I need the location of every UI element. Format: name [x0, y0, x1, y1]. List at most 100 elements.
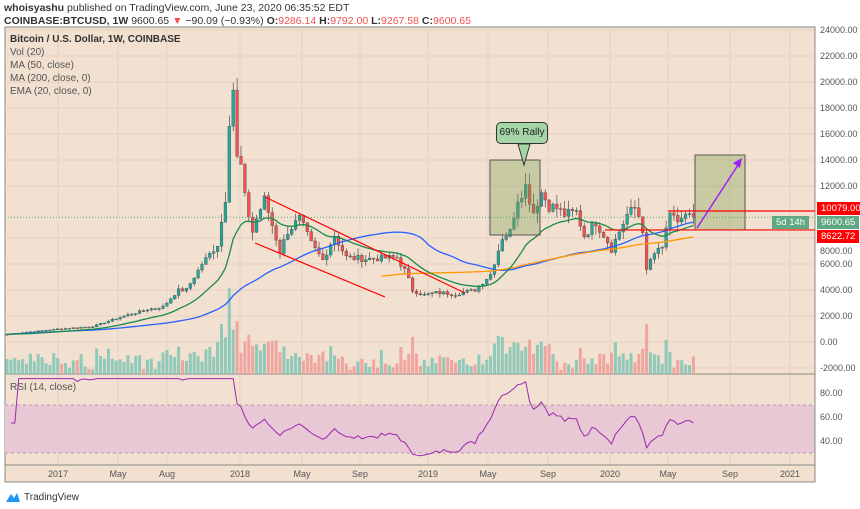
volume-bar	[391, 367, 395, 374]
volume-bar	[235, 321, 239, 374]
volume-bar	[450, 360, 454, 374]
volume-bar	[259, 350, 262, 374]
candle-body	[360, 255, 364, 263]
candle-body	[141, 310, 146, 312]
volume-bar	[64, 363, 67, 374]
candle-body	[219, 221, 224, 247]
volume-bar	[309, 354, 313, 374]
candle-body	[379, 254, 383, 262]
chart-legend: Bitcoin / U.S. Dollar, 1W, COINBASE Vol …	[10, 33, 181, 98]
candle-body	[216, 246, 220, 252]
volume-bar	[574, 360, 578, 374]
price-tick: -2000.00	[820, 363, 856, 373]
volume-bar	[430, 357, 434, 374]
candle-body	[71, 327, 75, 329]
volume-bar	[243, 341, 247, 374]
volume-bar	[528, 339, 532, 374]
candle-body	[282, 239, 286, 254]
time-tick: May	[109, 469, 127, 479]
volume-bar	[99, 355, 103, 374]
last-price: 9600.65	[131, 15, 170, 27]
volume-bar	[83, 366, 87, 374]
volume-bar	[340, 356, 344, 374]
candle-body	[465, 290, 469, 293]
volume-bar	[680, 360, 684, 374]
volume-bar	[40, 357, 44, 374]
candle-body	[450, 294, 454, 296]
candle-body	[266, 195, 270, 213]
price-tick: 14000.00	[820, 155, 858, 165]
price-tick: 12000.00	[820, 181, 858, 191]
time-tick: 2017	[47, 469, 69, 479]
volume-bar	[383, 363, 387, 374]
ema20-line	[6, 217, 694, 335]
volume-bar	[75, 360, 79, 374]
volume-bar	[586, 363, 590, 374]
candle-body	[177, 288, 181, 296]
candle-body	[44, 330, 48, 332]
candle-body	[149, 308, 153, 311]
candle-body	[169, 298, 173, 304]
volume-bar	[387, 365, 391, 374]
volume-bar	[688, 365, 691, 374]
volume-bar	[317, 354, 321, 374]
candle-body	[531, 204, 536, 214]
candle-body	[356, 255, 360, 260]
candle-body	[255, 218, 259, 233]
volume-bar	[106, 348, 110, 374]
volume-bar	[126, 355, 130, 374]
volume-bar	[411, 336, 415, 374]
volume-bar	[454, 362, 457, 374]
legend-ma50[interactable]: MA (50, close)	[10, 60, 74, 71]
volume-bar	[134, 355, 138, 374]
candle-body	[684, 213, 688, 219]
volume-bar	[629, 353, 633, 374]
volume-bar	[91, 369, 95, 374]
candle-body	[664, 227, 668, 248]
volume-bar	[442, 357, 446, 374]
candle-body	[204, 257, 208, 265]
author[interactable]: whoisyashu	[4, 2, 65, 14]
volume-bar	[672, 367, 676, 374]
candle-body	[438, 291, 442, 295]
candle-body	[99, 323, 103, 325]
candle-body	[278, 240, 282, 254]
tradingview-logo[interactable]: TradingView	[5, 491, 79, 503]
volume-bar	[610, 352, 613, 374]
time-tick: 2018	[229, 469, 251, 479]
volume-bar	[142, 369, 145, 374]
candle-body	[563, 208, 567, 217]
high-value: 9792.00	[330, 15, 369, 27]
candle-body	[348, 255, 352, 258]
volume-bar	[617, 356, 621, 374]
candle-body	[582, 225, 586, 238]
volume-bar	[21, 359, 25, 374]
candle-body	[535, 206, 539, 214]
candle-body	[586, 234, 590, 238]
candle-body	[375, 258, 380, 262]
volume-bar	[192, 351, 196, 374]
rsi-legend[interactable]: RSI (14, close)	[10, 382, 77, 393]
volume-bar	[255, 344, 259, 374]
volume-bar	[652, 354, 656, 374]
candle-body	[118, 317, 122, 320]
rally-callout[interactable]: 69% Rally	[496, 122, 548, 144]
candle-body	[231, 89, 235, 127]
volume-bar	[395, 363, 399, 374]
volume-bar	[516, 342, 520, 374]
candle-body	[161, 306, 165, 309]
candle-body	[555, 203, 559, 209]
candle-body	[372, 257, 376, 260]
candle-body	[75, 327, 79, 329]
candle-body	[87, 326, 91, 329]
legend-ema20[interactable]: EMA (20, close, 0)	[10, 86, 92, 97]
candle-body	[602, 232, 606, 238]
candle-body	[56, 328, 60, 331]
volume-bar	[270, 340, 274, 374]
candle-body	[668, 212, 672, 229]
legend-ma200[interactable]: MA (200, close, 0)	[10, 73, 91, 84]
candle-body	[559, 208, 563, 210]
candle-body	[391, 255, 395, 258]
legend-volume[interactable]: Vol (20)	[10, 47, 45, 58]
